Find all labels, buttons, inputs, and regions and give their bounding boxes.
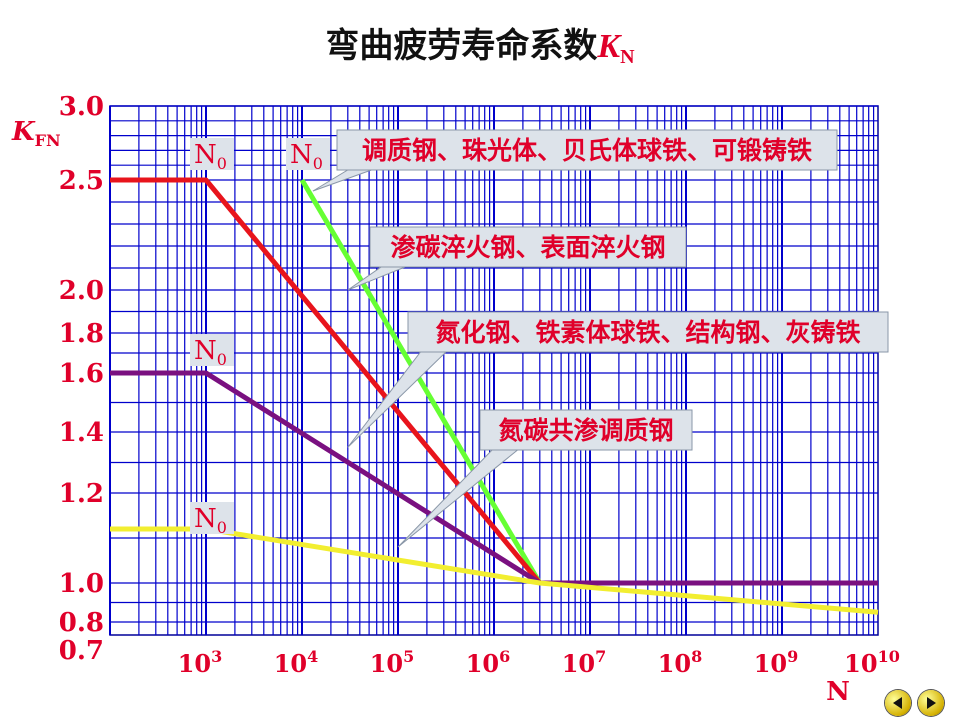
callout-text: 渗碳淬火钢、表面淬火钢 <box>390 233 665 262</box>
y-tick-label: 0.7 <box>59 636 104 666</box>
x-tick-label: 1010 <box>844 647 900 678</box>
callout-text: 氮化钢、铁素体球铁、结构钢、灰铸铁 <box>435 318 860 347</box>
n0-label-box <box>286 138 330 170</box>
x-tick-label: 108 <box>658 647 703 678</box>
y-tick-label: 2.5 <box>59 166 104 196</box>
x-tick-label: 107 <box>562 647 607 678</box>
y-tick-label: 1.4 <box>59 418 104 448</box>
y-tick-label: 1.2 <box>59 479 104 509</box>
prev-button[interactable] <box>885 690 911 716</box>
series-line-2 <box>110 177 542 585</box>
callout-box <box>407 311 889 353</box>
y-axis-label: KFN <box>11 117 61 150</box>
x-tick-label: 106 <box>466 647 511 678</box>
x-tick-label: 109 <box>754 647 799 678</box>
x-axis-label: N <box>826 677 850 707</box>
series-line-3 <box>110 370 878 586</box>
labels-layer: 0.70.8 1.0 1.2 1.4 1.6 1.8 2.0 2.5 3.0 103 104 105 1… <box>11 92 900 707</box>
n0-label: N0 <box>290 140 323 173</box>
y-tick-label: 2.0 <box>59 276 104 306</box>
series-line-4 <box>110 526 879 615</box>
callout-box <box>369 226 687 268</box>
y-tick-label: 1.8 <box>59 319 104 349</box>
y-tick-label: 1.0 <box>59 569 104 599</box>
x-tick-label: 104 <box>274 647 319 678</box>
callout-box <box>479 409 693 451</box>
series-layer <box>110 177 879 615</box>
series-line-1 <box>299 178 542 585</box>
n0-label: N0 <box>194 140 227 173</box>
x-tick-label: 103 <box>178 647 223 678</box>
callout-text: 调质钢、珠光体、贝氏体球铁、可锻铸铁 <box>362 136 812 165</box>
y-tick-label: 0.8 <box>59 608 104 638</box>
n0-label-box <box>190 502 234 534</box>
prev-arrow-icon <box>893 697 902 709</box>
y-tick-label: 1.6 <box>59 359 104 389</box>
n0-label: N0 <box>194 336 227 369</box>
next-arrow-icon <box>927 697 936 709</box>
n0-label-box <box>190 138 234 170</box>
callout-box <box>336 129 838 171</box>
x-tick-label: 105 <box>370 647 415 678</box>
n0-label: N0 <box>194 504 227 537</box>
n0-label-box <box>190 334 234 366</box>
callout-text: 氮碳共渗调质钢 <box>498 416 673 445</box>
annotations-layer: 调质钢、珠光体、贝氏体球铁、可锻铸铁渗碳淬火钢、表面淬火钢氮化钢、铁素体球铁、结… <box>312 129 889 548</box>
next-button[interactable] <box>918 690 944 716</box>
chart-title: 弯曲疲劳寿命系数KN <box>325 26 635 68</box>
y-tick-label: 3.0 <box>59 92 104 122</box>
